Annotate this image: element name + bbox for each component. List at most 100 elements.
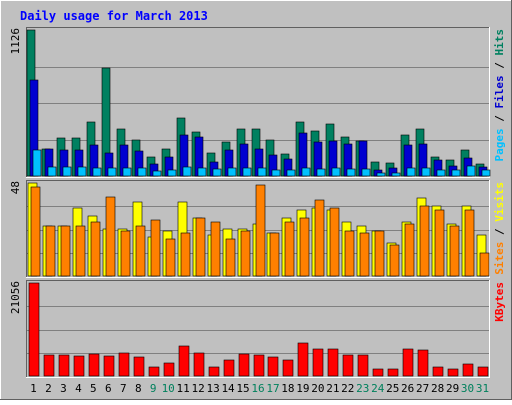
x-tick-label: 29 [446,382,459,395]
bar-pages [257,167,267,177]
bar-pages [242,167,252,177]
x-tick-label: 17 [266,382,279,395]
bar-pages [421,167,431,177]
y-max-label: 48 [9,181,22,194]
bar-sites [75,225,86,277]
bar-kbytes [342,354,354,377]
x-tick-label: 23 [356,382,369,395]
bar-pages [376,172,386,177]
y-series-label: KBytes [493,282,506,322]
x-tick-label: 30 [461,382,474,395]
bar-pages [197,167,207,177]
bar-sites [120,230,131,277]
bar-sites [479,252,490,277]
bar-kbytes [148,366,160,377]
bar-pages [316,168,326,177]
x-tick-label: 5 [90,382,97,395]
bar-pages [227,167,237,177]
bar-kbytes [357,354,369,377]
y-series-label-part: Pages [493,128,506,161]
y-series-label-part: / [493,222,506,242]
bar-pages [32,149,42,177]
bar-kbytes [447,368,459,377]
y-series-label: Pages / Files / Hits [493,29,506,162]
bar-sites [374,230,385,277]
bar-sites [225,238,236,277]
bar-sites [30,186,41,277]
bar-kbytes [103,355,115,377]
bar-pages [436,169,446,177]
bar-pages [286,169,296,177]
x-tick-label: 4 [75,382,82,395]
bar-pages [391,172,401,177]
bar-sites [344,230,355,277]
bar-sites [210,221,221,277]
bar-kbytes [372,368,384,377]
x-tick-label: 16 [251,382,264,395]
bar-pages [466,165,476,177]
x-tick-label: 13 [206,382,219,395]
bar-kbytes [193,352,205,377]
x-tick-label: 31 [476,382,489,395]
bar-pages [481,169,491,177]
panels: 1126 Pages / Files / Hits 48 Sites / Visits… [9,27,506,378]
bar-sites [165,238,176,277]
hits-panel: 1126 Pages / Files / Hits [9,27,506,178]
bar-kbytes [58,354,70,377]
bar-pages [167,169,177,177]
x-tick-label: 18 [281,382,294,395]
bar-kbytes [297,342,309,377]
x-tick-label: 25 [386,382,399,395]
bar-kbytes [118,352,130,377]
y-series-label-part: / [493,109,506,129]
x-tick-label: 7 [120,382,127,395]
y-series-label-part: Sites [493,242,506,275]
bar-pages [331,167,341,177]
bar-pages [137,167,147,177]
series-pages [32,149,491,177]
x-tick-label: 20 [311,382,324,395]
bar-kbytes [327,348,339,377]
x-tick-label: 10 [162,382,175,395]
bar-pages [346,168,356,177]
bar-sites [464,209,475,277]
bar-sites [434,209,445,277]
bar-pages [77,166,87,177]
bar-pages [122,167,132,177]
bar-kbytes [43,354,55,377]
y-series-label-part: Visits [493,182,506,222]
bar-kbytes [402,348,414,377]
bar-sites [419,205,430,277]
bar-kbytes [133,356,145,377]
x-tick-label: 28 [431,382,444,395]
series-sites [30,184,490,277]
bar-pages [107,167,117,177]
bar-sites [240,230,251,277]
x-tick-label: 24 [371,382,385,395]
bar-sites [314,199,325,277]
bar-sites [180,232,191,277]
bar-sites [269,232,280,277]
bar-kbytes [253,354,265,377]
bar-kbytes [267,356,279,377]
bar-kbytes [73,355,85,377]
y-series-label-part: KBytes [493,282,506,322]
bar-kbytes [28,282,40,377]
bar-pages [152,170,162,177]
x-tick-label: 12 [192,382,205,395]
x-tick-label: 14 [221,382,235,395]
y-series-label: Sites / Visits [493,182,506,275]
x-tick-label: 3 [60,382,67,395]
bar-pages [212,168,222,177]
bar-sites [45,225,56,277]
bar-sites [105,196,116,277]
bar-pages [271,169,281,177]
bar-sites [404,223,415,277]
series-files [29,79,488,177]
bar-pages [361,168,371,177]
bar-kbytes [312,348,324,377]
y-series-label-part: Hits [493,29,506,56]
series-kbytes [28,282,489,377]
bar-sites [90,221,101,277]
